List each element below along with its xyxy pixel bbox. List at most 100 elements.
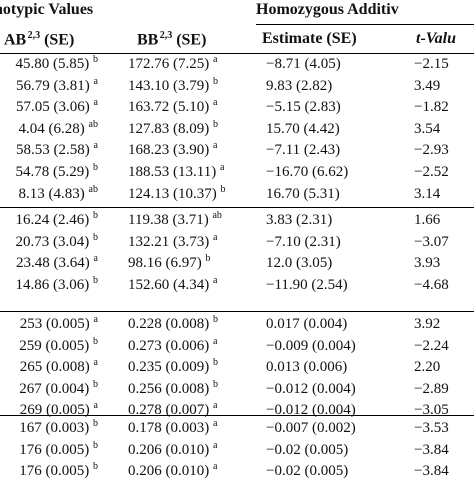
table-row: 4.04 (6.28) ab 127.83 (8.09) b 15.70 (4.42…	[0, 118, 474, 141]
estimate-cell-value: −0.012 (0.004)	[266, 380, 356, 397]
bb-cell: 172.76 (7.25) a	[128, 54, 218, 73]
estimate-cell: −7.10 (2.31)	[266, 234, 341, 251]
bb-significance-letter: a	[213, 274, 218, 286]
estimate-cell-value: −7.10 (2.31)	[266, 233, 341, 250]
col-ab-se: (SE)	[44, 31, 75, 49]
ab-cell: 269 (0.005) a	[0, 400, 98, 419]
bb-cell-value: 168.23 (3.90)	[128, 142, 210, 159]
estimate-cell: 0.017 (0.004)	[266, 316, 347, 333]
bb-cell: 119.38 (3.71) ab	[128, 211, 222, 229]
estimate-cell: 0.013 (0.006)	[266, 359, 347, 376]
ab-significance-letter: a	[93, 400, 98, 412]
table-row: 176 (0.005) b 0.206 (0.010) a −0.02 (0.005…	[0, 439, 474, 462]
ab-significance-letter: b	[93, 378, 98, 390]
ab-cell: 8.13 (4.83) ab	[0, 183, 98, 203]
ab-cell-value: 14.86 (3.06)	[15, 276, 90, 293]
ab-cell: 14.86 (3.06) b	[0, 275, 99, 294]
bb-cell: 188.53 (13.11) a	[128, 162, 225, 181]
table-row: 253 (0.005) a 0.228 (0.008) b 0.017 (0.004…	[0, 314, 474, 336]
t-value-cell: 2.20	[414, 359, 440, 376]
bb-significance-letter: b	[213, 314, 218, 325]
t-value-cell: −3.07	[414, 234, 449, 251]
bb-cell-value: 163.72 (5.10)	[128, 99, 210, 116]
bb-significance-letter: a	[213, 439, 218, 451]
bb-cell: 127.83 (8.09) b	[128, 118, 218, 138]
ab-significance-letter: ab	[88, 183, 98, 195]
ab-cell: 20.73 (3.04) b	[0, 232, 99, 251]
bb-cell: 0.206 (0.010) a	[128, 439, 218, 459]
homozygous-additive-heading: Homozygous Additiv	[256, 1, 399, 18]
ab-cell: 253 (0.005) a	[0, 314, 98, 333]
bb-significance-letter: a	[213, 400, 218, 412]
estimate-cell-value: −16.70 (6.62)	[266, 164, 349, 180]
table-row: 56.79 (3.81) a 143.10 (3.79) b 9.83 (2.82)…	[0, 75, 474, 98]
t-value-cell: −3.84	[414, 442, 449, 459]
bb-significance-letter: a	[219, 162, 225, 173]
t-value-cell: 3.49	[414, 78, 440, 95]
table-row: 23.48 (3.64) a 98.16 (6.97) b 12.0 (3.05) 3…	[0, 254, 474, 275]
ab-significance-letter: b	[93, 54, 98, 65]
ab-cell-value: 253 (0.005)	[19, 316, 90, 332]
table-row: 54.78 (5.29) b 188.53 (13.11) a −16.70 (6.…	[0, 162, 474, 184]
t-value-cell-value: −2.15	[414, 56, 449, 72]
bb-significance-letter: b	[213, 118, 218, 130]
estimate-cell: 3.83 (2.31)	[266, 212, 332, 229]
bb-significance-letter: b	[213, 378, 218, 390]
table-row: 57.05 (3.06) a 163.72 (5.10) a −5.15 (2.83…	[0, 97, 474, 119]
t-value-cell-value: −2.89	[414, 380, 449, 397]
t-value-cell: 3.92	[414, 316, 440, 333]
t-value-cell: −2.52	[414, 164, 449, 181]
bb-significance-letter: a	[213, 54, 218, 65]
t-value-cell: −3.53	[414, 420, 449, 437]
ab-cell-value: 269 (0.005)	[19, 402, 90, 419]
col-ab-label: AB	[4, 31, 27, 49]
estimate-cell-value: 3.83 (2.31)	[266, 212, 333, 228]
estimate-cell: −8.71 (4.05)	[266, 56, 341, 73]
bb-cell: 143.10 (3.79) b	[128, 76, 218, 95]
ab-significance-letter: a	[93, 140, 98, 152]
bb-cell-value: 98.16 (6.97)	[128, 255, 202, 272]
ab-significance-letter: a	[93, 314, 98, 325]
table-row: 58.53 (2.58) a 168.23 (3.90) a −7.11 (2.43…	[0, 140, 474, 162]
bb-cell-value: 0.256 (0.008)	[128, 380, 210, 397]
estimate-cell: 16.70 (5.31)	[266, 186, 340, 203]
table-row: 14.86 (3.06) b 152.60 (4.34) a −11.90 (2.5…	[0, 274, 474, 297]
t-value-cell: −2.24	[414, 338, 449, 355]
ab-significance-letter: a	[93, 97, 98, 109]
t-value-cell: 1.66	[414, 212, 440, 229]
ab-cell: 56.79 (3.81) a	[0, 75, 98, 95]
bb-cell: 0.206 (0.010) a	[128, 462, 217, 480]
ab-cell-value: 176 (0.005)	[19, 463, 90, 480]
t-value-cell-value: −3.53	[414, 420, 449, 436]
bb-significance-letter: b	[220, 183, 226, 195]
t-value-cell: 3.93	[414, 255, 440, 272]
bb-cell-value: 0.206 (0.010)	[128, 463, 210, 480]
t-value-cell: −3.05	[414, 402, 449, 419]
estimate-cell: −7.11 (2.43)	[266, 142, 340, 159]
ab-significance-letter: a	[93, 75, 98, 87]
t-value-cell-value: 3.49	[414, 77, 441, 94]
ab-cell-value: 58.53 (2.58)	[16, 142, 90, 159]
ab-cell-value: 167 (0.003)	[19, 420, 90, 436]
bb-cell-value: 127.83 (8.09)	[128, 120, 210, 137]
ab-cell: 176 (0.005) b	[0, 440, 98, 459]
ab-cell-value: 20.73 (3.04)	[15, 233, 90, 250]
table-row: 45.80 (5.85) b 172.76 (7.25) a −8.71 (4.05…	[0, 54, 474, 76]
ab-cell: 58.53 (2.58) a	[0, 140, 98, 159]
estimate-cell-value: −0.02 (0.005)	[266, 441, 349, 458]
ab-cell: 259 (0.005) b	[0, 336, 98, 355]
t-value-cell-value: −1.82	[414, 99, 449, 116]
estimate-cell-value: 0.017 (0.004)	[266, 316, 348, 332]
bb-cell: 0.228 (0.008) b	[128, 314, 218, 333]
estimate-cell-value: 9.83 (2.82)	[266, 77, 333, 94]
estimate-cell: −0.02 (0.005)	[266, 442, 348, 459]
bb-cell-value: 0.228 (0.008)	[128, 316, 210, 332]
ab-cell-value: 16.24 (2.46)	[15, 212, 90, 228]
bb-significance-letter: b	[213, 357, 218, 369]
bb-cell: 163.72 (5.10) a	[128, 98, 217, 116]
group-divider	[0, 415, 474, 416]
ab-significance-letter: b	[93, 461, 98, 473]
ab-cell-value: 57.05 (3.06)	[16, 99, 90, 116]
ab-cell-value: 176 (0.005)	[19, 441, 90, 458]
estimate-cell-value: −8.71 (4.05)	[266, 56, 341, 72]
